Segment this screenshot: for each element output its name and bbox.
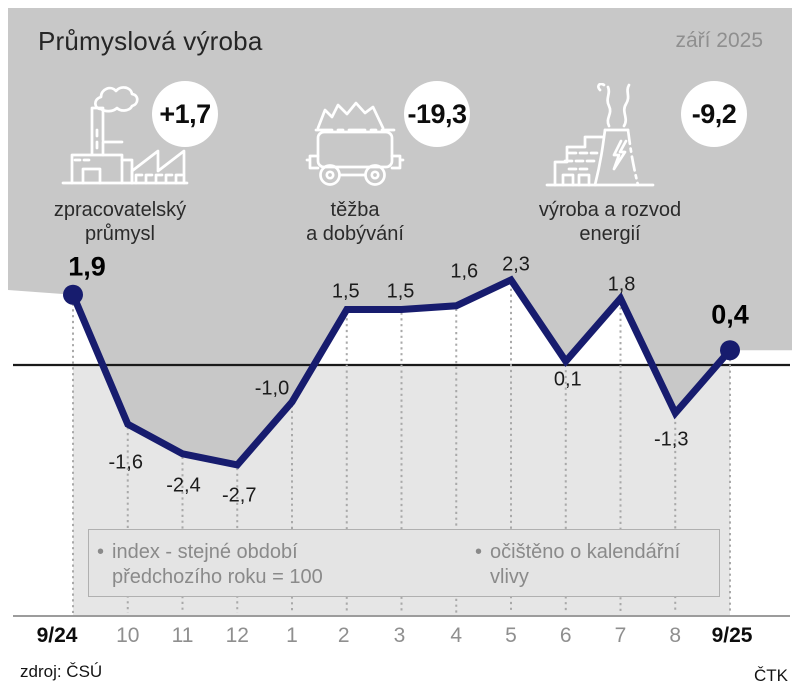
point-label: 2,3 xyxy=(502,253,530,276)
x-axis-label: 2 xyxy=(337,624,350,647)
mining-value: -19,3 xyxy=(407,98,467,129)
x-axis-label: 8 xyxy=(669,624,682,647)
report-date: září 2025 xyxy=(675,29,763,52)
source-right: ČTK xyxy=(754,666,788,685)
manufacturing-value-badge: +1,7 xyxy=(152,81,218,147)
bullet-icon: • xyxy=(97,541,105,563)
point-label: 0,4 xyxy=(711,299,749,330)
page-title: Průmyslová výroba xyxy=(38,26,263,56)
footnote-index: • index - stejné období předchozího roku… xyxy=(97,541,323,588)
x-axis-label: 11 xyxy=(171,624,194,647)
mining-cart-icon xyxy=(305,101,405,186)
point-label: 1,8 xyxy=(607,273,636,296)
x-axis-label: 5 xyxy=(505,624,517,647)
endpoint-marker xyxy=(63,284,83,305)
point-label: -1,3 xyxy=(654,428,689,451)
bullet-icon: • xyxy=(475,541,483,563)
point-label: -2,4 xyxy=(166,474,201,497)
energy-value: -9,2 xyxy=(691,98,737,129)
x-axis-label: 12 xyxy=(225,624,249,647)
x-axis-label: 9/24 xyxy=(36,624,78,647)
manufacturing-label: zpracovatelský průmysl xyxy=(53,199,187,245)
x-axis-label: 3 xyxy=(393,624,406,647)
data-line xyxy=(69,275,733,469)
footnote-box: • index - stejné období předchozího roku… xyxy=(88,529,720,597)
x-axis-label: 7 xyxy=(614,624,627,647)
x-axis-label: 10 xyxy=(116,624,140,647)
mining-value-badge: -19,3 xyxy=(404,81,470,147)
x-axis-label: 4 xyxy=(450,624,463,647)
manufacturing-value: +1,7 xyxy=(159,98,211,129)
x-axis-label: 6 xyxy=(559,624,572,647)
point-label: 0,1 xyxy=(553,368,582,391)
point-label: 1,6 xyxy=(450,260,479,283)
point-label: 1,9 xyxy=(68,251,106,282)
source-left: zdroj: ČSÚ xyxy=(20,662,103,681)
footnote-calendar: • očištěno o kalendářní vlivy xyxy=(475,541,681,588)
point-label: -1,0 xyxy=(254,377,290,400)
point-label: -1,6 xyxy=(108,451,143,474)
energy-label: výroba a rozvod energií xyxy=(538,199,682,245)
power-plant-icon xyxy=(545,83,655,187)
mining-label: těžba a dobývání xyxy=(306,199,404,245)
point-label: 1,5 xyxy=(331,280,360,302)
energy-value-badge: -9,2 xyxy=(681,81,747,147)
x-axis-label: 9/25 xyxy=(711,624,753,647)
point-label: 1,5 xyxy=(386,280,415,302)
x-axis-label: 1 xyxy=(286,624,298,647)
endpoint-marker xyxy=(720,340,740,361)
point-label: -2,7 xyxy=(222,484,257,507)
factory-icon xyxy=(61,86,189,185)
